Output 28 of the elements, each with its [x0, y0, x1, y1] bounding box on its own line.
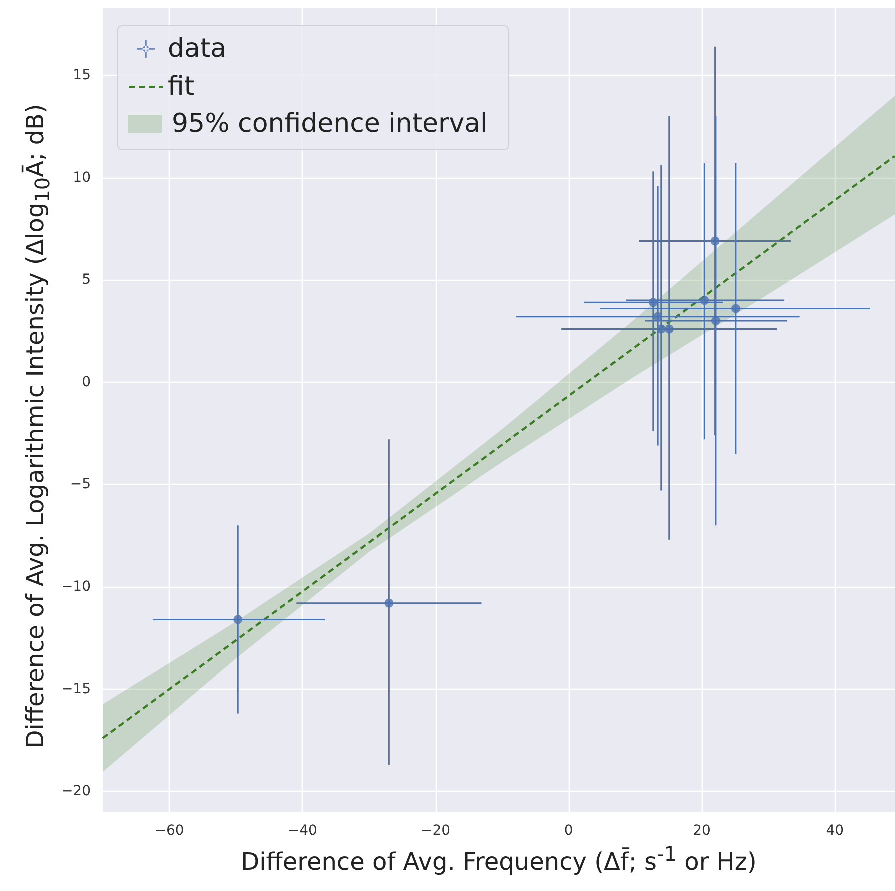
y-tick-label: −5 [70, 476, 91, 493]
point [711, 316, 720, 326]
x-tick-label: 0 [564, 823, 574, 839]
point [384, 598, 394, 608]
x-tick-label: −60 [154, 823, 184, 839]
point [648, 298, 658, 308]
point [656, 324, 666, 334]
y-tick-label: −15 [61, 681, 91, 698]
x-tick-label: −40 [288, 823, 318, 839]
legend-label: fit [168, 72, 195, 102]
y-tick-label: −10 [61, 578, 91, 595]
legend-label: data [168, 34, 227, 64]
y-tick-label: 15 [73, 68, 91, 84]
x-tick-label: 40 [826, 823, 844, 839]
y-tick-label: −20 [61, 784, 91, 800]
y-tick-label: 0 [82, 374, 91, 390]
y-tick-label: 5 [82, 272, 91, 288]
x-tick-label: −20 [421, 823, 451, 839]
x-axis-title: Difference of Avg. Frequency (Δf̄; s$^{-1}$ or Hz) [240, 842, 758, 876]
point [731, 304, 740, 314]
x-tick-label: 20 [693, 823, 711, 839]
annotation: 95% confidence interval [172, 109, 488, 139]
point [710, 236, 720, 246]
y-tick-label: 10 [73, 170, 91, 186]
point [234, 615, 243, 624]
point [700, 296, 710, 306]
point [654, 312, 663, 322]
point [664, 324, 674, 334]
